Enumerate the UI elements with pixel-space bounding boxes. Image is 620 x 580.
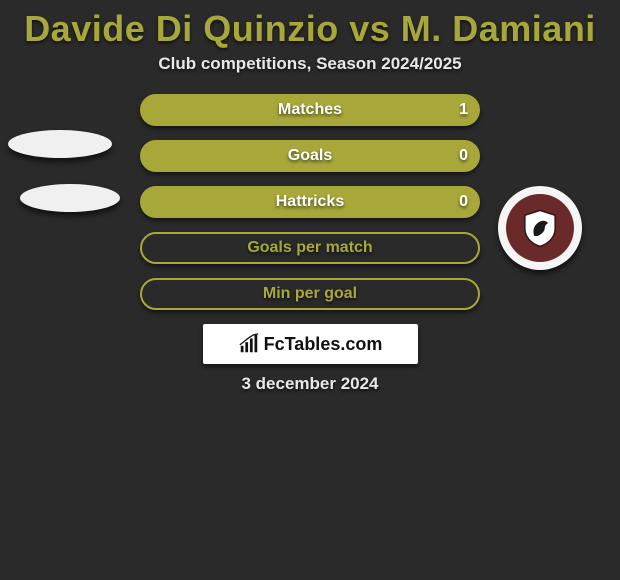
stat-right-value: 0 xyxy=(459,193,468,211)
stat-row: Matches 1 xyxy=(140,94,480,126)
stat-label: Matches xyxy=(278,101,342,119)
stat-label: Min per goal xyxy=(263,285,357,303)
page-title: Davide Di Quinzio vs M. Damiani xyxy=(0,8,620,50)
chart-icon xyxy=(238,333,260,355)
home-placeholder-1 xyxy=(8,130,112,158)
page-subtitle: Club competitions, Season 2024/2025 xyxy=(0,54,620,74)
away-club-logo xyxy=(498,186,582,270)
stat-label: Goals per match xyxy=(247,239,372,257)
stat-right-value: 0 xyxy=(459,147,468,165)
home-placeholder-2 xyxy=(20,184,120,212)
stat-right-value: 1 xyxy=(459,101,468,119)
stats-container: Matches 1 Goals 0 Hattricks 0 Goals per match M… xyxy=(140,94,480,310)
stat-row: Goals per match xyxy=(140,232,480,264)
stat-row: Min per goal xyxy=(140,278,480,310)
branding-badge: FcTables.com xyxy=(203,324,418,364)
branding-text: FcTables.com xyxy=(264,334,383,355)
horse-shield-icon xyxy=(520,208,560,248)
snapshot-date: 3 december 2024 xyxy=(0,374,620,394)
stat-row: Hattricks 0 xyxy=(140,186,480,218)
stat-label: Hattricks xyxy=(276,193,344,211)
stat-label: Goals xyxy=(288,147,332,165)
stat-row: Goals 0 xyxy=(140,140,480,172)
